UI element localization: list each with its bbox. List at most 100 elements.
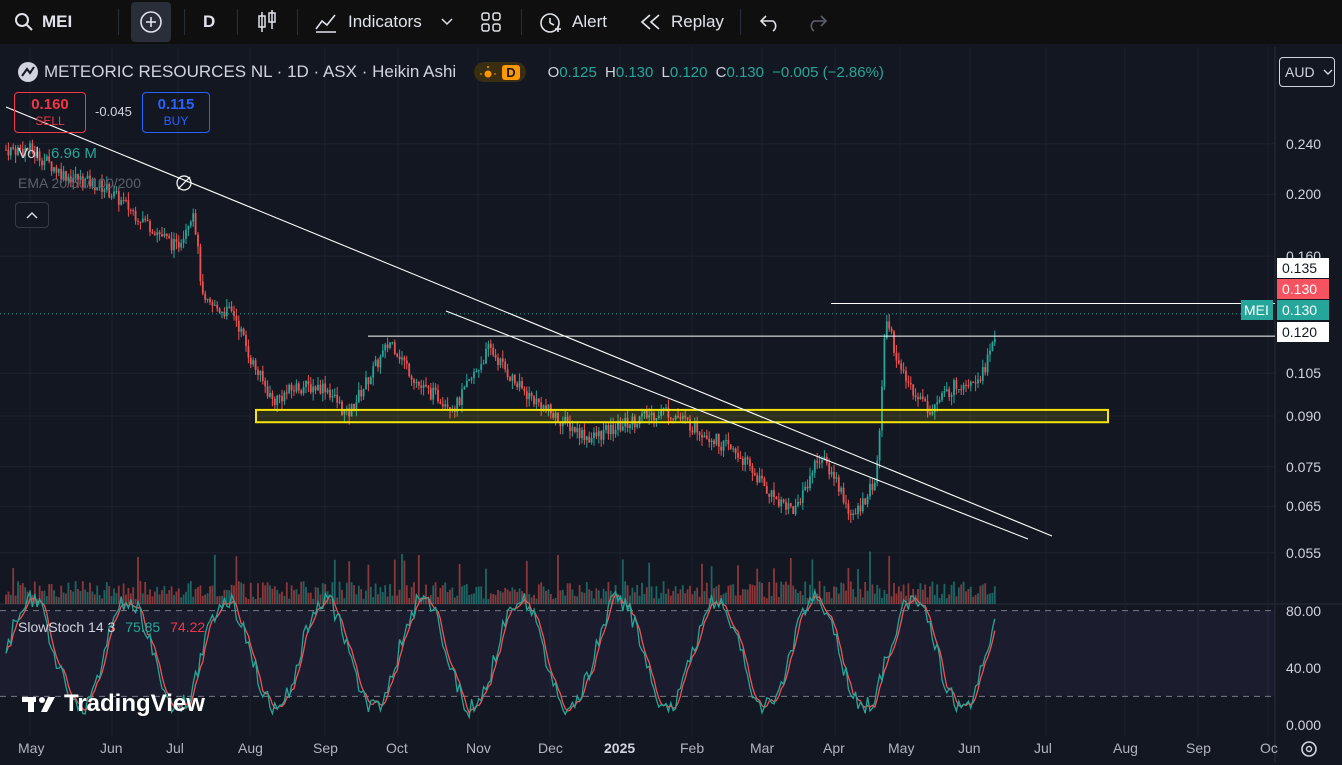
volume-bar	[573, 595, 576, 604]
sell-button[interactable]: 0.160 SELL	[14, 92, 86, 133]
volume-bar	[396, 595, 399, 604]
candle-body	[674, 416, 677, 420]
candle-body	[849, 513, 852, 516]
candle-body	[269, 393, 271, 397]
volume-bar	[861, 597, 864, 604]
currency-select[interactable]: AUD	[1279, 57, 1335, 87]
candle-body	[293, 390, 295, 392]
volume-bar	[501, 592, 504, 604]
volume-bar	[163, 585, 166, 604]
redo-button[interactable]	[806, 0, 828, 44]
replay-button[interactable]: Replay	[639, 0, 724, 44]
search-icon	[15, 13, 33, 31]
candle-body	[914, 395, 917, 398]
axis-settings-button[interactable]	[1298, 738, 1320, 760]
candle-body	[833, 471, 835, 479]
candle-body	[945, 389, 948, 392]
volume-bar	[559, 590, 562, 604]
volume-bar	[456, 595, 459, 604]
candle-body	[357, 390, 360, 403]
volume-bar	[583, 592, 586, 604]
sun-icon	[480, 66, 497, 78]
undo-button[interactable]	[759, 0, 781, 44]
volume-bar	[869, 551, 871, 604]
symbol-search[interactable]: MEI	[14, 0, 72, 44]
compare-button[interactable]	[131, 0, 171, 44]
candle-body	[653, 412, 655, 421]
candle-body	[564, 416, 567, 422]
indicators-button[interactable]: Indicators	[314, 0, 454, 44]
candle-body	[703, 435, 706, 438]
volume-bar	[146, 594, 149, 604]
volume-bar	[780, 581, 783, 604]
volume-bar	[547, 589, 550, 604]
candle-body	[864, 498, 867, 505]
volume-bar	[621, 559, 624, 604]
candle-body	[492, 347, 495, 355]
volume-bar	[391, 595, 394, 604]
candle-body	[134, 210, 137, 221]
volume-bar	[288, 598, 291, 604]
volume-bar	[672, 590, 675, 604]
volume-bar	[105, 581, 108, 604]
chart-area[interactable]	[0, 47, 1342, 763]
time-tick-label: Jul	[166, 740, 184, 756]
volume-bar	[343, 598, 346, 604]
layouts-button[interactable]	[480, 0, 502, 44]
candle-body	[144, 218, 147, 220]
volume-bar	[677, 593, 679, 604]
ema-legend: EMA 20/50/100/200	[18, 175, 141, 191]
candle-body	[710, 440, 713, 442]
volume-bar	[233, 585, 235, 604]
volume-bar	[732, 584, 735, 604]
volume-bar	[21, 583, 24, 604]
interval-button[interactable]: D	[203, 12, 216, 31]
volume-bar	[605, 591, 607, 604]
candle-body	[780, 499, 783, 507]
volume-bar	[329, 598, 331, 604]
candle-body	[53, 167, 55, 172]
candle-body	[110, 196, 113, 198]
volume-bar	[62, 592, 65, 604]
candle-body	[233, 311, 235, 316]
candle-body	[691, 430, 694, 433]
time-tick-label: Aug	[238, 740, 263, 756]
volume-bar	[223, 589, 226, 604]
volume-bar	[348, 561, 351, 604]
collapse-legend-button[interactable]	[15, 202, 49, 228]
currency-label: AUD	[1285, 64, 1315, 80]
volume-bar	[185, 591, 187, 604]
candle-body	[127, 200, 130, 210]
volume-bar	[197, 587, 199, 604]
volume-bar	[218, 595, 221, 604]
candle-body	[967, 385, 970, 387]
volume-bar	[830, 598, 833, 604]
buy-button[interactable]: 0.115 BUY	[142, 92, 210, 133]
candle-body	[137, 220, 139, 222]
volume-bar	[103, 590, 106, 604]
volume-bar	[840, 582, 843, 604]
volume-bar	[554, 597, 557, 604]
chart-type-button[interactable]	[257, 0, 277, 44]
volume-bar	[470, 594, 473, 604]
volume-bar	[852, 589, 855, 604]
alert-button[interactable]: Alert	[538, 0, 607, 44]
volume-bar	[823, 586, 826, 604]
candle-body	[57, 168, 60, 173]
volume-bar	[516, 591, 519, 604]
chart-canvas[interactable]	[0, 47, 1342, 763]
volume-bar	[89, 582, 91, 604]
volume-bar	[228, 590, 231, 604]
volume-bar	[645, 587, 648, 604]
candle-body	[228, 306, 231, 308]
candle-body	[969, 381, 972, 386]
volume-bar	[607, 581, 610, 604]
volume-bar	[312, 598, 315, 604]
volume-bar	[979, 585, 982, 604]
candle-body	[432, 387, 435, 400]
candle-body	[374, 359, 377, 367]
candle-body	[177, 241, 180, 248]
candle-body	[794, 505, 797, 515]
candle-body	[336, 394, 339, 403]
volume-bar	[530, 597, 533, 604]
